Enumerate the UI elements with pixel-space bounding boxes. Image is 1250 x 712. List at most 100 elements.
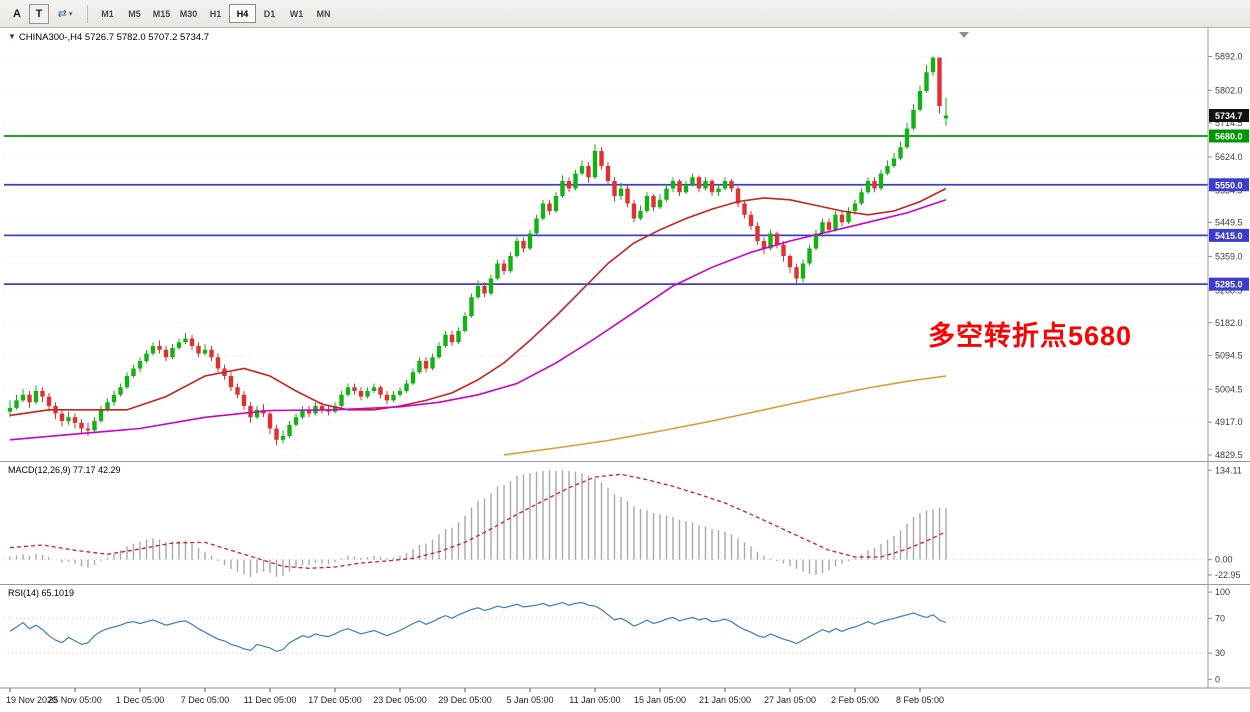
timeframe-button-h1[interactable]: H1 (202, 4, 229, 23)
price-axis[interactable] (1208, 28, 1250, 688)
price-axis-label: 4917.0 (1215, 417, 1243, 427)
candle-body (215, 357, 221, 369)
price-axis-label: 5182.0 (1215, 318, 1243, 328)
candle-body (326, 409, 331, 412)
candle-body (787, 256, 793, 268)
candle-body (521, 241, 526, 249)
candle-body (833, 214, 838, 230)
price-badge-label: 5415.0 (1215, 231, 1243, 241)
price-axis-label: 5359.0 (1215, 251, 1243, 261)
candle-body (631, 203, 637, 219)
timeframe-button-d1[interactable]: D1 (256, 4, 283, 23)
candle-body (514, 241, 520, 256)
candle-body (800, 263, 806, 279)
candle-body (469, 297, 474, 316)
candle-body (943, 115, 949, 119)
candle-body (163, 349, 169, 358)
time-axis-label: 7 Dec 05:00 (181, 695, 230, 705)
macd-axis-label: 134.11 (1215, 465, 1242, 475)
candle-body (696, 177, 702, 189)
price-badge-label: 5550.0 (1215, 180, 1243, 190)
price-badge-5734.7 (1209, 108, 1249, 122)
rsi-label: RSI(14) 65.1019 (8, 588, 75, 598)
candle-body (235, 387, 240, 395)
rsi-axis-label: 0 (1215, 674, 1220, 684)
ma-slow-line (503, 375, 947, 456)
candle-body (592, 151, 598, 178)
candle-body (358, 391, 364, 397)
candle-body (586, 166, 591, 178)
timeframe-button-m15[interactable]: M15 (148, 4, 175, 23)
candle-body (430, 357, 435, 369)
candle-body (462, 316, 468, 331)
candle-body (365, 391, 370, 397)
candle-body (137, 361, 143, 369)
time-axis-label: 21 Jan 05:00 (699, 695, 751, 705)
candle-body (683, 184, 689, 193)
candle-body (254, 409, 260, 418)
candle-body (904, 128, 910, 148)
candle-body (885, 166, 890, 174)
candle-body (781, 244, 786, 256)
price-axis-label: 5004.5 (1215, 384, 1243, 394)
candle-body (657, 199, 663, 208)
price-axis-label: 5449.5 (1215, 217, 1243, 227)
candle-body (332, 406, 338, 412)
timeframe-button-m30[interactable]: M30 (175, 4, 202, 23)
candle-body (826, 222, 832, 230)
rsi-axis-label: 70 (1215, 613, 1225, 623)
timeframe-button-h4[interactable]: H4 (229, 4, 256, 23)
candle-body (573, 173, 578, 189)
candle-body (865, 181, 871, 193)
candle-body (735, 188, 741, 204)
ma-medium-line (9, 199, 947, 441)
candle-body (391, 394, 396, 401)
candle-body (937, 57, 942, 106)
chart-canvas[interactable]: 5892.05802.05714.55624.05534.55449.55359… (0, 28, 1250, 712)
candle-body (534, 218, 539, 234)
candle-body (436, 346, 442, 358)
candle-body (124, 376, 130, 388)
candle-body (131, 368, 136, 376)
candle-body (196, 346, 201, 354)
pointer-tool-button[interactable]: A (6, 4, 28, 24)
candle-body (911, 109, 916, 129)
time-axis-label: 11 Dec 05:00 (244, 695, 297, 705)
chart-shift-marker[interactable] (959, 32, 969, 38)
timeframe-button-m5[interactable]: M5 (121, 4, 148, 23)
time-axis[interactable] (0, 688, 1250, 712)
candle-body (202, 349, 208, 354)
toolbar-separator (87, 4, 88, 23)
candle-body (300, 409, 305, 418)
timeframe-button-w1[interactable]: W1 (283, 4, 310, 23)
candle-body (293, 417, 299, 425)
candle-body (248, 406, 253, 418)
candle-body (7, 407, 13, 412)
candle-body (748, 214, 754, 226)
timeframe-button-mn[interactable]: MN (310, 4, 337, 23)
time-axis-label: 8 Feb 05:00 (896, 695, 944, 705)
candle-body (729, 181, 734, 189)
candle-body (397, 391, 403, 395)
candle-body (638, 211, 643, 219)
timeframe-button-m1[interactable]: M1 (94, 4, 121, 23)
time-axis-label: 29 Dec 05:00 (438, 695, 492, 705)
candle-body (475, 286, 481, 298)
candle-body (287, 424, 292, 436)
time-axis-label: 25 Nov 05:00 (48, 695, 102, 705)
drawing-tools-button[interactable]: ⇄ ▾ (50, 4, 80, 24)
price-badge-5680 (1209, 129, 1249, 143)
candle-body (274, 428, 279, 440)
candle-body (859, 192, 864, 204)
candle-body (371, 387, 377, 391)
price-badge-5415 (1209, 228, 1249, 242)
text-tool-button[interactable]: T (29, 3, 49, 24)
chart-annotation[interactable]: 多空转折点5680 (928, 321, 1133, 351)
candle-body (482, 286, 487, 294)
chart-area[interactable]: 5892.05802.05714.55624.05534.55449.55359… (0, 28, 1250, 712)
candle-body (547, 203, 552, 211)
candle-body (878, 173, 884, 189)
candle-body (579, 166, 585, 174)
candle-body (761, 241, 767, 249)
timeframe-group: M1 M5 M15 M30 H1 H4 D1 W1 MN (94, 4, 337, 23)
